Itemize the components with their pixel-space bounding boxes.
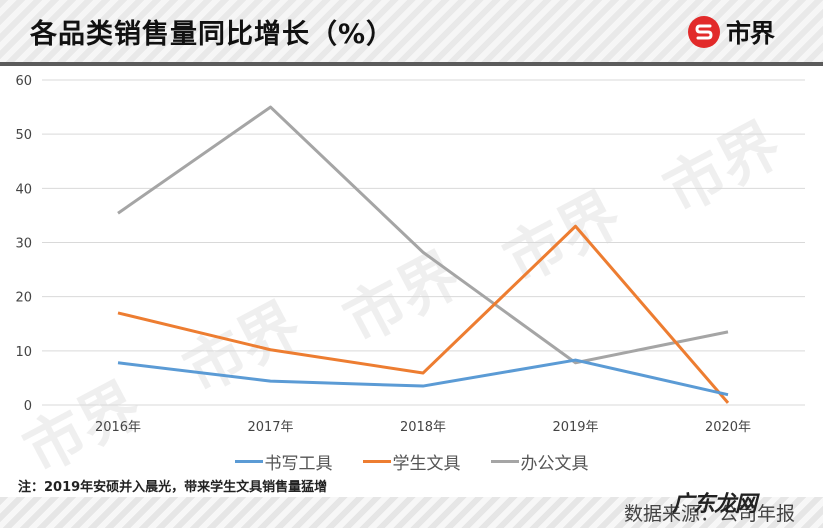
x-tick-label: 2018年: [400, 420, 446, 435]
legend-label: 学生文具: [392, 454, 461, 474]
data-source: 数据来源：公司年报: [623, 503, 795, 525]
x-tick-label: 2016年: [95, 420, 141, 435]
series-line: [117, 224, 730, 404]
header-banner: [0, 0, 823, 62]
legend-swatch: [362, 460, 391, 463]
x-tick-label: 2017年: [247, 420, 293, 435]
y-tick-label: 30: [15, 237, 32, 252]
logo-text: 市界: [726, 19, 775, 48]
x-tick-label: 2019年: [552, 420, 598, 435]
legend-item-student-stationery[interactable]: 学生文具: [362, 449, 461, 474]
legend-item-writing-tools[interactable]: 书写工具: [234, 449, 333, 474]
logo-s-icon: [688, 16, 720, 48]
brand-logo: 市界: [688, 16, 775, 48]
legend-swatch: [490, 460, 519, 463]
site-watermark: 广东龙网: [672, 492, 757, 517]
line-chart: 0 10 20 30 40 50 60 2016年 2017年 2018年 2019年 2020年: [0, 66, 823, 466]
footer-banner: [0, 497, 823, 528]
chart-plot-area: 0 10 20 30 40 50 60 2016年 2017年 2018年 2019年 2020年: [15, 74, 805, 435]
y-tick-label: 20: [15, 291, 32, 306]
series-line: [117, 105, 729, 365]
y-tick-label: 50: [15, 128, 32, 143]
y-tick-label: 10: [15, 345, 32, 360]
y-tick-label: 60: [15, 74, 32, 89]
y-tick-label: 0: [24, 399, 32, 414]
legend-item-office-stationery[interactable]: 办公文具: [490, 449, 589, 474]
legend-label: 书写工具: [264, 454, 333, 474]
legend-label: 办公文具: [520, 454, 589, 474]
legend-swatch: [234, 460, 263, 463]
chart-note: 注：2019年安硕并入晨光，带来学生文具销售量猛增: [18, 480, 328, 495]
header-divider: [0, 62, 823, 66]
x-tick-label: 2020年: [705, 420, 751, 435]
chart-title: 各品类销售量同比增长（%）: [30, 19, 395, 50]
y-tick-label: 40: [15, 182, 32, 197]
chart-legend: 书写工具 学生文具 办公文具: [0, 449, 823, 474]
series-line: [117, 358, 729, 397]
